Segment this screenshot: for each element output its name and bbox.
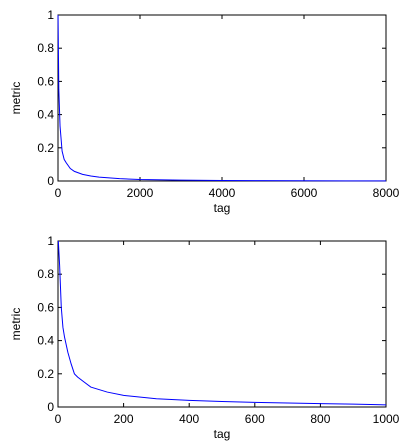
bottom-xtick-label: 0 <box>55 412 62 426</box>
bottom-yaxis-label: metric <box>9 308 23 341</box>
top-ytick-label: 1 <box>47 8 54 22</box>
top-ytick-label: 0.8 <box>37 41 54 55</box>
top-yaxis-label: metric <box>9 82 23 115</box>
bottom-series-line <box>57 240 387 406</box>
bottom-ytick-label: 0.2 <box>37 367 54 381</box>
top-chart: 0 0.2 0.4 0.6 0.8 1 0 2000 4000 6000 8000 tag metric <box>9 8 400 215</box>
top-ytick-label: 0.6 <box>37 74 54 88</box>
top-xtick-label: 6000 <box>291 186 318 200</box>
bottom-xaxis-label: tag <box>214 427 231 441</box>
bottom-xtick-label: 200 <box>114 412 134 426</box>
bottom-ytick-label: 1 <box>47 234 54 248</box>
bottom-xtick-label: 800 <box>310 412 330 426</box>
top-xaxis-label: tag <box>214 201 231 215</box>
top-xtick-label: 4000 <box>209 186 236 200</box>
top-xtick-label: 8000 <box>373 186 400 200</box>
top-ytick-label: 0 <box>47 174 54 188</box>
bottom-ytick-label: 0.8 <box>37 267 54 281</box>
bottom-ytick-label: 0 <box>47 400 54 414</box>
top-ytick-label: 0.2 <box>37 141 54 155</box>
top-xtick-label: 2000 <box>127 186 154 200</box>
bottom-ytick-label: 0.6 <box>37 300 54 314</box>
bottom-xtick-label: 600 <box>245 412 265 426</box>
bottom-xtick-label: 400 <box>179 412 199 426</box>
bottom-plot-frame <box>57 240 387 408</box>
top-ytick-label: 0.4 <box>37 108 54 122</box>
top-series-line <box>57 14 387 182</box>
bottom-ytick-label: 0.4 <box>37 334 54 348</box>
bottom-chart: 0 0.2 0.4 0.6 0.8 1 0 200 400 600 800 1000 tag metric <box>9 234 400 441</box>
top-xtick-label: 0 <box>55 186 62 200</box>
bottom-xtick-label: 1000 <box>373 412 400 426</box>
top-plot-frame <box>57 14 387 182</box>
